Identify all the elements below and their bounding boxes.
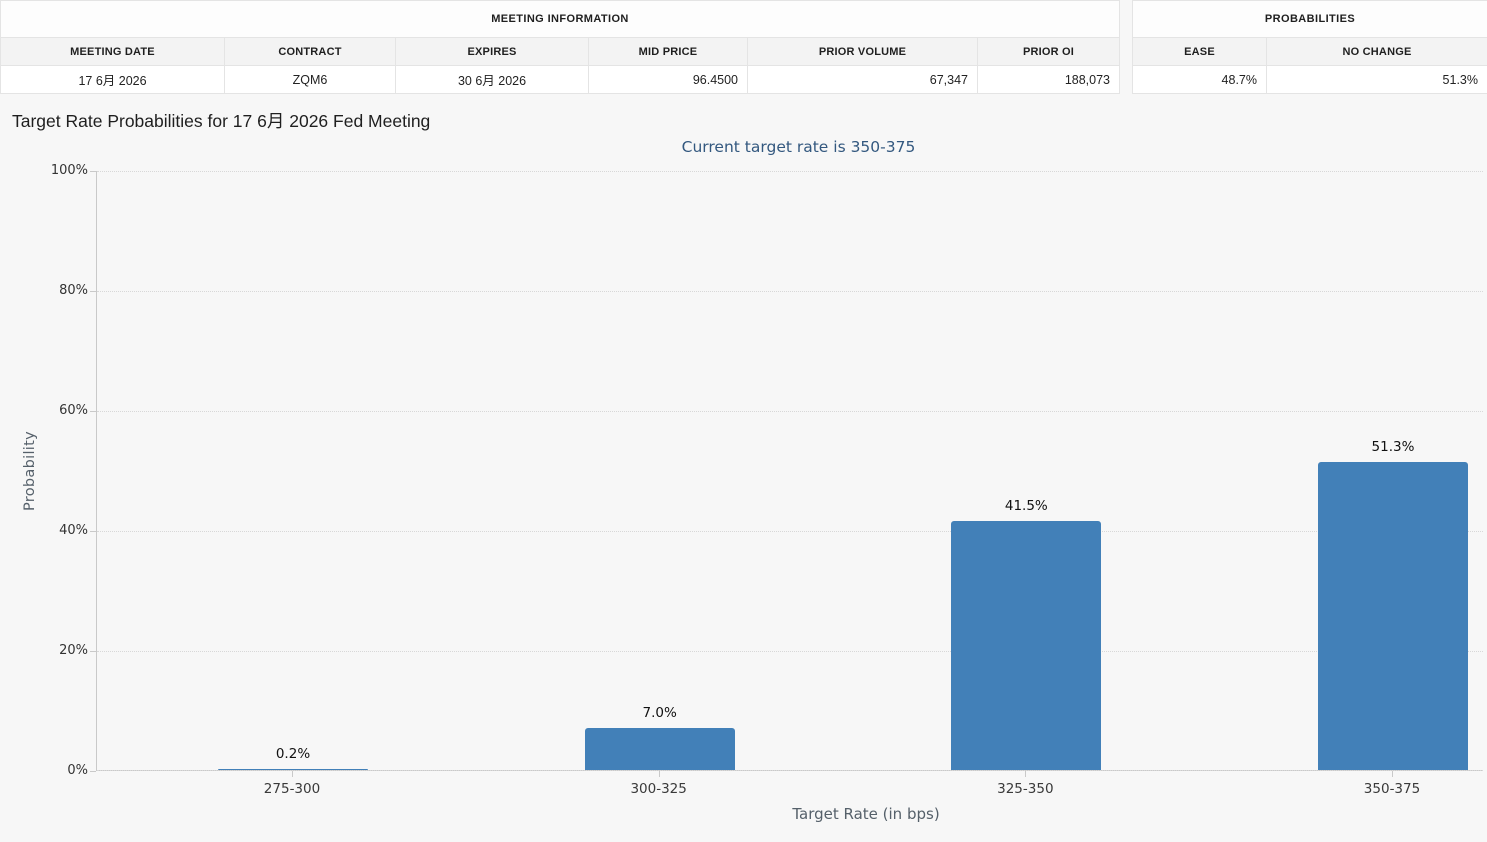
y-tick-label-100%: 100% bbox=[50, 163, 88, 178]
y-tick-label-20%: 20% bbox=[59, 643, 88, 658]
mid-price-value: 96.4500 bbox=[588, 65, 748, 94]
bar-value-label-275-300: 0.2% bbox=[275, 745, 311, 762]
col-header-no-change: NO CHANGE bbox=[1266, 37, 1487, 66]
gridline-100% bbox=[97, 171, 1483, 172]
expires-value: 30 6月 2026 bbox=[395, 65, 589, 94]
x-category-label-300-325: 300-325 bbox=[630, 781, 687, 797]
y-axis-tick bbox=[90, 171, 96, 172]
target-rate-probabilities-chart: Target Rate Probabilities for 17 6月 2026… bbox=[0, 94, 1487, 842]
bar-300-325[interactable] bbox=[584, 728, 735, 770]
probabilities-row: 48.7% 51.3% bbox=[1132, 65, 1487, 94]
y-axis-tick bbox=[90, 291, 96, 292]
y-tick-label-80%: 80% bbox=[59, 283, 88, 298]
col-header-prior-oi: PRIOR OI bbox=[977, 37, 1120, 66]
y-axis-tick bbox=[90, 771, 96, 772]
gridline-80% bbox=[97, 291, 1483, 292]
bar-325-350[interactable] bbox=[951, 521, 1102, 770]
x-axis-tick bbox=[1392, 771, 1393, 777]
col-header-prior-volume: PRIOR VOLUME bbox=[747, 37, 978, 66]
prior-volume-value: 67,347 bbox=[747, 65, 978, 94]
x-axis-tick bbox=[658, 771, 660, 777]
meeting-information-table: MEETING INFORMATION MEETING DATE CONTRAC… bbox=[0, 0, 1120, 94]
x-category-label-325-350: 325-350 bbox=[997, 781, 1054, 797]
chart-title: Target Rate Probabilities for 17 6月 2026… bbox=[12, 111, 431, 131]
probabilities-header: PROBABILITIES bbox=[1132, 0, 1487, 38]
col-header-meeting-date: MEETING DATE bbox=[0, 37, 225, 66]
x-axis-tick bbox=[292, 771, 293, 777]
col-header-contract: CONTRACT bbox=[224, 37, 396, 66]
prior-oi-value: 188,073 bbox=[977, 65, 1120, 94]
y-axis-title: Probability bbox=[22, 431, 38, 511]
y-tick-label-0%: 0% bbox=[67, 763, 88, 778]
meeting-date-value: 17 6月 2026 bbox=[0, 65, 225, 94]
x-axis-title: Target Rate (in bps) bbox=[792, 805, 940, 823]
col-header-expires: EXPIRES bbox=[395, 37, 589, 66]
bar-value-label-300-325: 7.0% bbox=[642, 705, 677, 721]
bar-275-300[interactable] bbox=[218, 768, 368, 770]
x-axis-tick bbox=[1025, 771, 1027, 777]
bar-value-label-325-350: 41.5% bbox=[1004, 498, 1048, 514]
meeting-info-row: 17 6月 2026 ZQM6 30 6月 2026 96.4500 67,34… bbox=[0, 65, 1120, 94]
gridline-60% bbox=[97, 411, 1483, 412]
y-axis-tick bbox=[90, 411, 96, 412]
bar-value-label-350-375: 51.3% bbox=[1371, 439, 1415, 456]
gridline-0% bbox=[97, 770, 1483, 771]
col-header-ease: EASE bbox=[1132, 37, 1267, 66]
gridline-40% bbox=[97, 531, 1483, 532]
y-axis-tick bbox=[90, 651, 96, 652]
contract-value: ZQM6 bbox=[224, 65, 396, 94]
y-tick-label-40%: 40% bbox=[59, 523, 88, 538]
x-category-label-275-300: 275-300 bbox=[263, 781, 321, 797]
probabilities-table: PROBABILITIES EASE NO CHANGE 48.7% 51.3% bbox=[1132, 0, 1487, 94]
x-category-label-350-375: 350-375 bbox=[1363, 781, 1421, 797]
col-header-mid-price: MID PRICE bbox=[588, 37, 748, 66]
meeting-information-header: MEETING INFORMATION bbox=[0, 0, 1120, 38]
plot-area: 0.2% 7.0% 41.5% 51.3% bbox=[96, 171, 1483, 771]
bar-350-375[interactable] bbox=[1318, 462, 1468, 770]
no-change-value: 51.3% bbox=[1266, 65, 1487, 94]
chart-subtitle: Current target rate is 350-375 bbox=[681, 138, 916, 156]
y-axis-tick bbox=[90, 531, 96, 532]
ease-value: 48.7% bbox=[1132, 65, 1267, 94]
y-tick-label-60%: 60% bbox=[59, 403, 88, 418]
gridline-20% bbox=[97, 651, 1483, 652]
